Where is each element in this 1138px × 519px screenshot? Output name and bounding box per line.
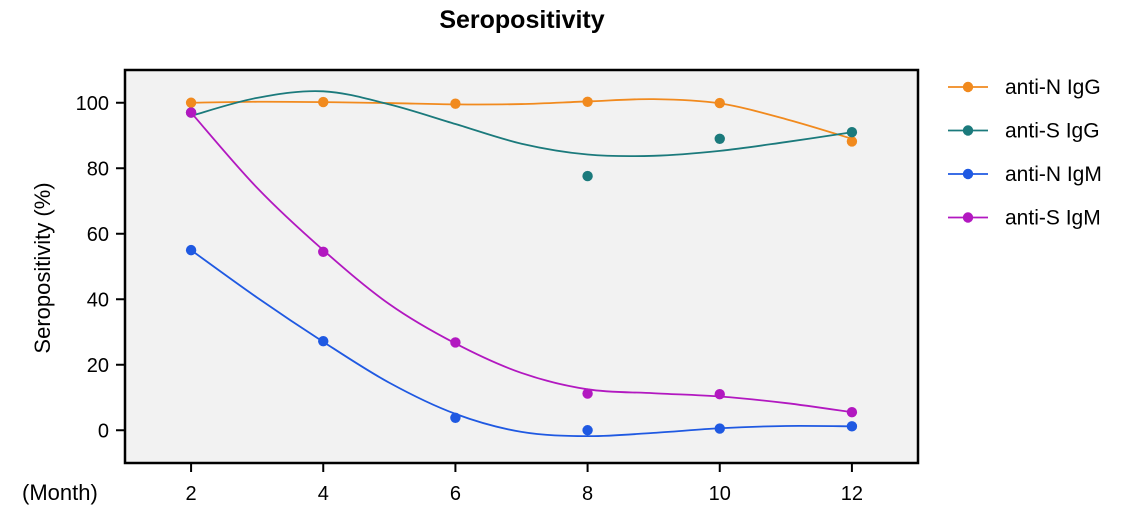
- data-point-anti-n-igm: [846, 421, 858, 432]
- legend-item-anti-s-igm: anti-S IgM: [948, 207, 1101, 230]
- series-line-anti-n-igm: [190, 249, 852, 438]
- data-point-anti-s-igg: [582, 170, 593, 182]
- legend-label: anti-S IgM: [1005, 207, 1101, 230]
- data-point-anti-n-igm: [714, 423, 725, 434]
- legend-item-anti-n-igg: anti-N IgG: [948, 76, 1101, 99]
- plot-area: 0 20 40 60 80 100 2 4 6 8 10 12: [76, 68, 920, 505]
- chart-title: Seropositivity: [439, 6, 604, 34]
- plot-background: [125, 70, 918, 463]
- y-tick-label: 100: [76, 93, 109, 115]
- data-point-anti-n-igm: [185, 244, 197, 256]
- y-tick-label: 20: [87, 355, 109, 377]
- series-line-anti-s-igm: [190, 111, 853, 414]
- plot-frame: [123, 68, 920, 465]
- data-point-anti-s-igg: [846, 127, 858, 138]
- legend-swatch-marker: [962, 212, 974, 223]
- data-point-anti-n-igm: [582, 425, 593, 436]
- legend-label: anti-S IgG: [1005, 120, 1100, 143]
- data-point-anti-n-igg: [582, 96, 593, 107]
- y-tick-label: 0: [98, 420, 109, 442]
- legend-swatch-marker: [962, 125, 974, 136]
- legend-label: anti-N IgM: [1005, 163, 1102, 186]
- x-tick-label: 2: [186, 483, 197, 505]
- y-tick-label: 80: [87, 158, 109, 180]
- series-line-anti-s-igg: [190, 90, 853, 158]
- y-tick-label: 60: [87, 224, 109, 246]
- data-point-anti-n-igg: [318, 96, 329, 108]
- data-point-anti-s-igg: [714, 133, 725, 144]
- y-axis-label: Seropositivity (%): [30, 182, 55, 353]
- x-tick-label: 12: [841, 483, 863, 505]
- legend-swatch-marker: [962, 81, 974, 93]
- x-tick-label: 8: [582, 483, 593, 505]
- data-point-anti-s-igm: [318, 246, 329, 257]
- data-point-anti-s-igm: [582, 388, 593, 399]
- legend: anti-N IgG anti-S IgG anti-N IgM anti-S IgM: [948, 76, 1102, 230]
- data-point-anti-s-igm: [846, 407, 858, 418]
- series-line-anti-n-igg: [191, 98, 853, 140]
- data-point-anti-n-igm: [318, 335, 329, 347]
- legend-item-anti-s-igg: anti-S IgG: [948, 120, 1100, 143]
- x-tick-label: 6: [450, 483, 461, 505]
- data-point-anti-s-igm: [714, 389, 725, 400]
- x-axis-label: (Month): [22, 480, 98, 505]
- data-point-anti-n-igg: [450, 98, 461, 109]
- legend-item-anti-n-igm: anti-N IgM: [948, 163, 1102, 186]
- data-point-anti-s-igm: [450, 337, 461, 348]
- legend-label: anti-N IgG: [1005, 76, 1101, 99]
- legend-swatch-marker: [962, 168, 974, 180]
- data-point-anti-n-igg: [185, 97, 197, 108]
- data-point-anti-n-igg: [714, 97, 725, 109]
- data-point-anti-s-igm: [185, 107, 197, 118]
- y-tick-label: 40: [87, 289, 109, 311]
- x-tick-label: 10: [709, 483, 731, 505]
- data-point-anti-n-igg: [846, 136, 858, 147]
- data-point-anti-n-igm: [450, 412, 461, 424]
- x-tick-label: 4: [318, 483, 329, 505]
